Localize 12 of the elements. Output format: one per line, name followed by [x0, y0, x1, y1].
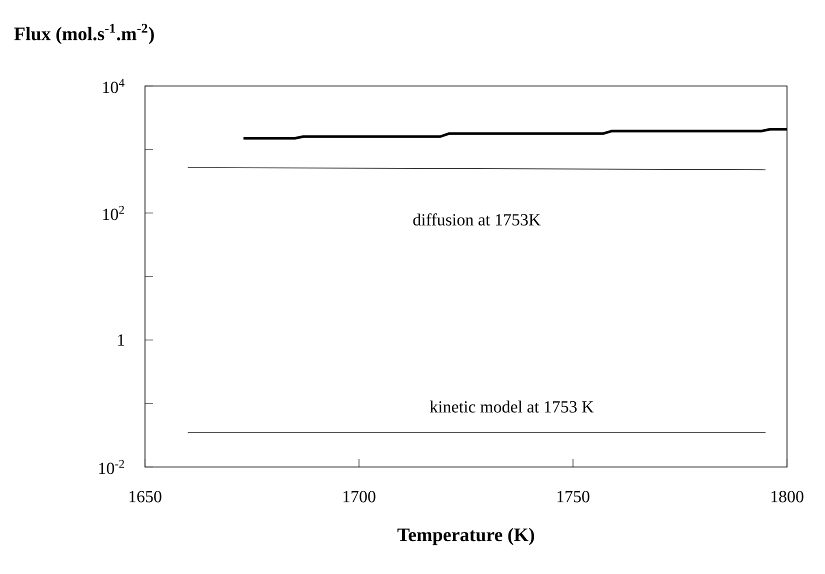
x-tick-label: 1650	[130, 490, 162, 502]
y-tick-label: 1	[118, 334, 124, 346]
x-tick-label: 1800	[772, 490, 804, 502]
x-tick-label: 1700	[344, 490, 376, 502]
y-tick-label: 10$^{2}$	[103, 206, 124, 220]
x-tick-label: 1750	[558, 490, 590, 502]
y-tick-label: 10$^{-2}$	[99, 460, 124, 474]
x-axis-title: Temperature (K)	[397, 528, 534, 546]
text: diffusion at 1753K	[413, 213, 541, 226]
y-axis-title: Flux (mol.s$^{-1}$.m$^{-2}$)	[14, 24, 154, 44]
series-label: kinetic model at 1753 K	[430, 400, 594, 413]
y-tick-label: 10$^{4}$	[103, 78, 124, 94]
